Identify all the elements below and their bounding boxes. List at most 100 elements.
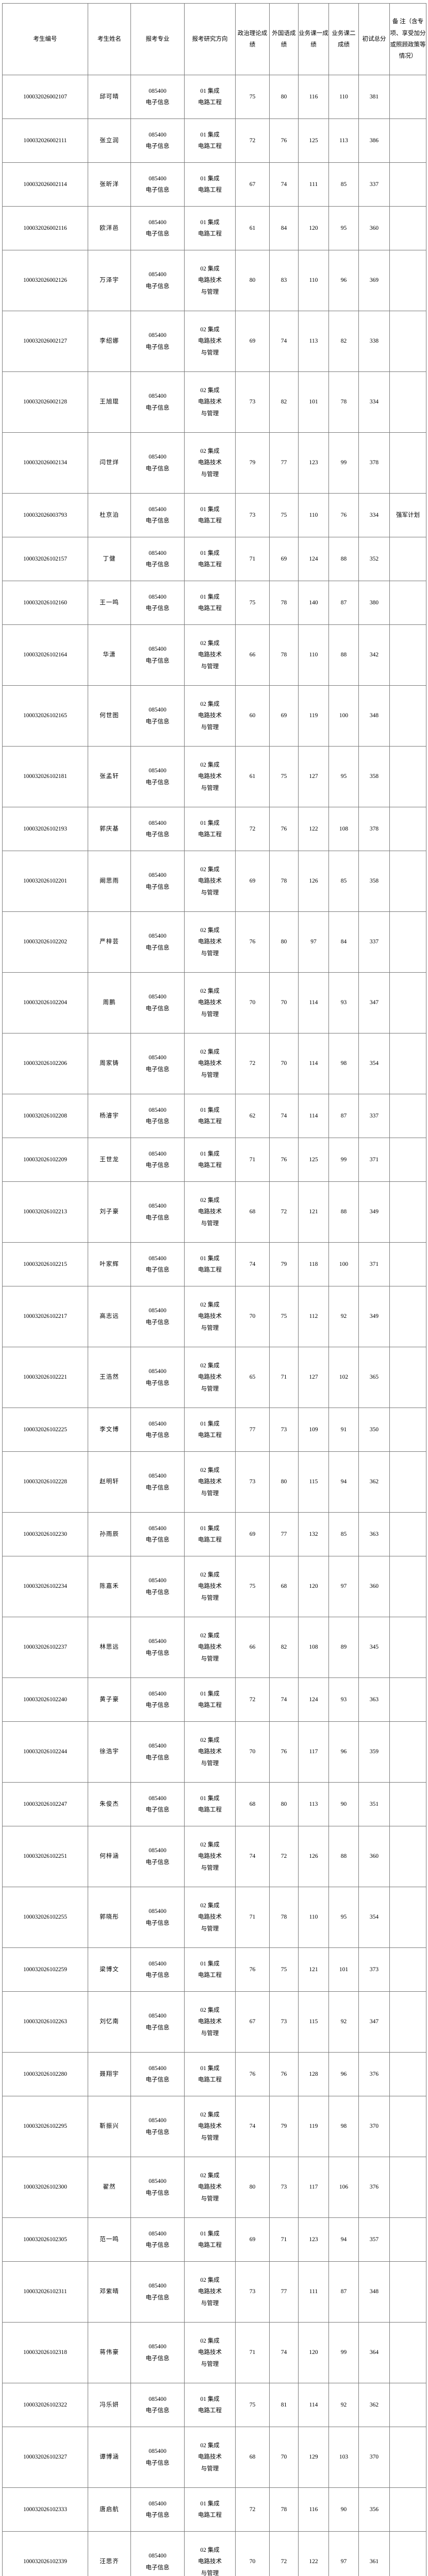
direction-line: 电路技术 xyxy=(198,2184,222,2191)
cell-total-score: 360 xyxy=(358,206,390,250)
cell-remarks xyxy=(389,2531,426,2576)
major-name: 电子信息 xyxy=(145,344,170,350)
cell-subject-two-score: 113 xyxy=(328,118,359,163)
cell-foreign-language-score: 76 xyxy=(269,807,299,851)
cell-subject-one-score: 119 xyxy=(298,685,329,747)
cell-politics-score: 74 xyxy=(235,1242,270,1286)
cell-foreign-language-score: 80 xyxy=(269,1451,299,1513)
direction-line: 电路技术 xyxy=(198,939,222,945)
cell-remarks xyxy=(389,118,426,163)
direction-line: 电路工程 xyxy=(198,1702,222,1708)
direction-line: 与管理 xyxy=(201,289,219,295)
major-name: 电子信息 xyxy=(145,1380,170,1386)
cell-total-score: 378 xyxy=(358,807,390,851)
direction-line: 电路技术 xyxy=(198,878,222,885)
direction-line: 电路工程 xyxy=(198,1537,222,1543)
cell-major: 085400 电子信息 xyxy=(130,911,185,973)
major-code: 085400 xyxy=(149,1960,167,1967)
cell-major: 085400 电子信息 xyxy=(130,311,185,372)
direction-line: 电路工程 xyxy=(198,231,222,237)
cell-politics-score: 69 xyxy=(235,851,270,912)
cell-foreign-language-score: 77 xyxy=(269,432,299,494)
direction-line: 01 集成 xyxy=(200,219,220,226)
major-name: 电子信息 xyxy=(145,832,170,838)
cell-foreign-language-score: 71 xyxy=(269,2217,299,2262)
major-code: 085400 xyxy=(149,2344,167,2350)
cell-politics-score: 70 xyxy=(235,1286,270,1347)
major-code: 085400 xyxy=(149,2500,167,2507)
cell-politics-score: 62 xyxy=(235,1094,270,1138)
direction-line: 02 集成 xyxy=(200,2337,220,2344)
cell-foreign-language-score: 74 xyxy=(269,162,299,207)
major-code: 085400 xyxy=(149,872,167,879)
cell-subject-two-score: 88 xyxy=(328,537,359,581)
cell-candidate-name: 邱可晴 xyxy=(88,75,131,119)
cell-foreign-language-score: 74 xyxy=(269,1677,299,1722)
cell-total-score: 345 xyxy=(358,1617,390,1678)
cell-candidate-id: 100032026002128 xyxy=(2,371,88,433)
cell-remarks xyxy=(389,851,426,912)
cell-total-score: 348 xyxy=(358,2261,390,2323)
cell-foreign-language-score: 75 xyxy=(269,1947,299,1992)
cell-candidate-id: 100032026102305 xyxy=(2,2217,88,2262)
cell-remarks xyxy=(389,75,426,119)
cell-foreign-language-score: 72 xyxy=(269,1826,299,1887)
cell-candidate-id: 100032026102208 xyxy=(2,1094,88,1138)
cell-total-score: 365 xyxy=(358,1347,390,1408)
cell-foreign-language-score: 73 xyxy=(269,2157,299,2218)
cell-subject-two-score: 88 xyxy=(328,1181,359,1243)
cell-foreign-language-score: 73 xyxy=(269,1408,299,1452)
major-code: 085400 xyxy=(149,1638,167,1645)
table-row: 100032026102259 梁博文 085400 电子信息 01 集成 电路工程 76 7… xyxy=(2,1947,426,1992)
cell-subject-one-score: 117 xyxy=(298,2157,329,2218)
cell-candidate-id: 100032026102263 xyxy=(2,1991,88,2053)
direction-line: 电路技术 xyxy=(198,277,222,284)
cell-politics-score: 67 xyxy=(235,162,270,207)
cell-remarks xyxy=(389,807,426,851)
cell-major: 085400 电子信息 xyxy=(130,2427,185,2488)
major-code: 085400 xyxy=(149,1690,167,1697)
cell-foreign-language-score: 69 xyxy=(269,685,299,747)
cell-remarks xyxy=(389,1033,426,1094)
cell-foreign-language-score: 77 xyxy=(269,2261,299,2323)
table-row: 100032026102339 汪思齐 085400 电子信息 02 集成 电路技术 与管理… xyxy=(2,2531,426,2576)
cell-candidate-id: 100032026102215 xyxy=(2,1242,88,1286)
cell-politics-score: 73 xyxy=(235,371,270,433)
major-name: 电子信息 xyxy=(145,2460,170,2466)
cell-candidate-id: 100032026102181 xyxy=(2,746,88,807)
major-code: 085400 xyxy=(149,1308,167,1314)
cell-candidate-name: 华潇 xyxy=(88,624,131,686)
cell-remarks xyxy=(389,685,426,747)
direction-line: 01 集成 xyxy=(200,88,220,94)
major-name: 电子信息 xyxy=(145,2512,170,2518)
cell-candidate-id: 100032026102255 xyxy=(2,1887,88,1948)
cell-candidate-id: 100032026102193 xyxy=(2,807,88,851)
major-code: 085400 xyxy=(149,2448,167,2455)
cell-candidate-id: 100032026002107 xyxy=(2,75,88,119)
cell-total-score: 362 xyxy=(358,1451,390,1513)
direction-line: 电路工程 xyxy=(198,605,222,612)
cell-total-score: 342 xyxy=(358,624,390,686)
cell-candidate-name: 李文博 xyxy=(88,1408,131,1452)
cell-candidate-name: 张昕洋 xyxy=(88,162,131,207)
column-header-id: 考生编号 xyxy=(2,3,88,75)
direction-line: 与管理 xyxy=(201,1655,219,1662)
cell-subject-one-score: 128 xyxy=(298,2052,329,2096)
direction-line: 02 集成 xyxy=(200,265,220,272)
cell-candidate-name: 郭晓彤 xyxy=(88,1887,131,1948)
table-row: 100032026102295 靳振兴 085400 电子信息 02 集成 电路技术 与管理… xyxy=(2,2096,426,2157)
cell-major: 085400 电子信息 xyxy=(130,624,185,686)
cell-politics-score: 61 xyxy=(235,746,270,807)
cell-candidate-id: 100032026102228 xyxy=(2,1451,88,1513)
cell-foreign-language-score: 74 xyxy=(269,2322,299,2383)
direction-line: 与管理 xyxy=(201,2465,219,2472)
cell-candidate-id: 100032026102234 xyxy=(2,1556,88,1617)
cell-foreign-language-score: 78 xyxy=(269,624,299,686)
cell-major: 085400 电子信息 xyxy=(130,2096,185,2157)
cell-subject-one-score: 101 xyxy=(298,371,329,433)
cell-direction: 02 集成 电路技术 与管理 xyxy=(184,2322,236,2383)
direction-line: 电路工程 xyxy=(198,2077,222,2083)
cell-foreign-language-score: 78 xyxy=(269,1887,299,1948)
cell-candidate-name: 严梓芸 xyxy=(88,911,131,973)
direction-line: 01 集成 xyxy=(200,1525,220,1532)
